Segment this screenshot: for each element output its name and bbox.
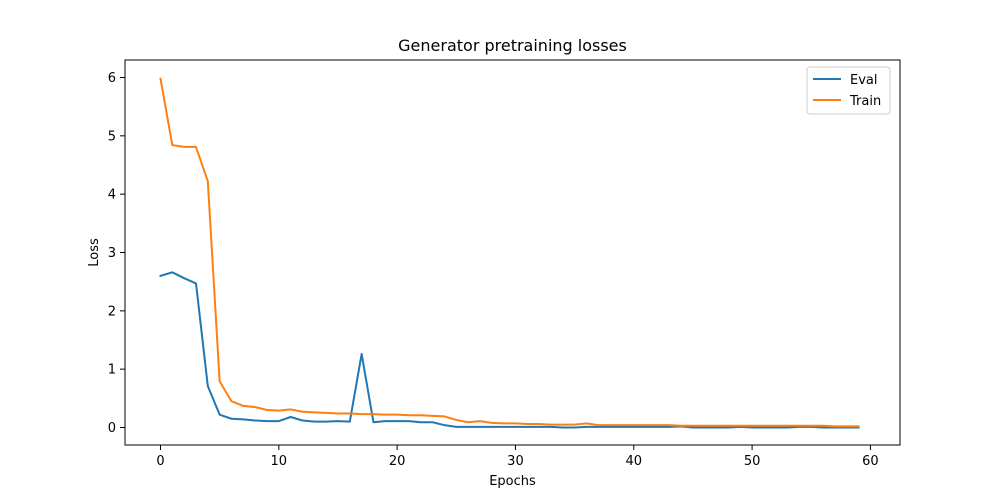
legend-label-eval: Eval (850, 73, 878, 88)
legend-label-train: Train (849, 94, 881, 109)
y-tick-label: 6 (108, 71, 116, 86)
y-tick-label: 4 (108, 188, 116, 203)
chart-title: Generator pretraining losses (398, 36, 627, 55)
y-axis-label: Loss (87, 238, 102, 267)
series-line-train (159, 77, 860, 428)
y-tick-label: 5 (108, 129, 116, 144)
y-axis: 0 1 2 3 4 5 6 (108, 71, 125, 436)
y-tick-label: 0 (108, 421, 116, 436)
y-tick-label: 1 (108, 363, 116, 378)
x-tick-label: 20 (389, 454, 406, 469)
x-tick-label: 60 (862, 454, 879, 469)
x-tick-label: 30 (507, 454, 524, 469)
y-tick-label: 2 (108, 304, 116, 319)
x-tick-label: 0 (156, 454, 164, 469)
x-axis: 0 10 20 30 40 50 60 (156, 445, 879, 469)
x-tick-label: 40 (626, 454, 643, 469)
x-tick-label: 50 (744, 454, 761, 469)
x-tick-label: 10 (271, 454, 288, 469)
legend: Eval Train (806, 66, 891, 115)
x-axis-label: Epochs (489, 474, 536, 489)
series-line-eval (159, 271, 860, 429)
y-tick-label: 3 (108, 246, 116, 261)
